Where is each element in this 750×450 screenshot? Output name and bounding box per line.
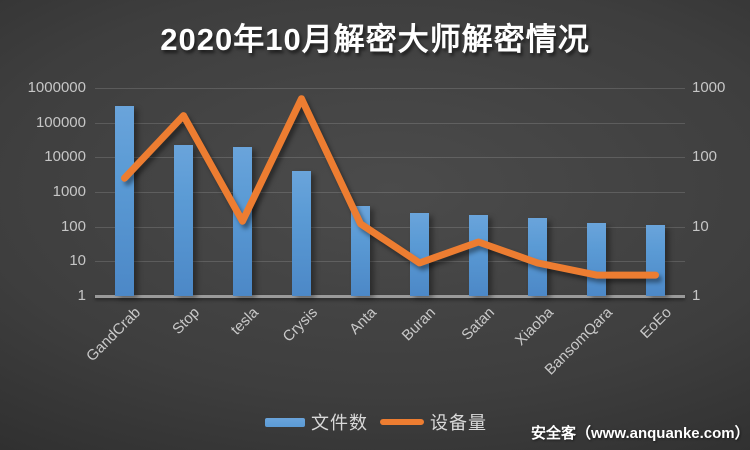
bar-Stop: [174, 145, 193, 296]
gridline: [95, 88, 685, 89]
bar-Xiaoba: [528, 217, 547, 296]
gridline: [95, 122, 685, 124]
left-axis-tick: 1000000: [27, 79, 86, 96]
bar-Satan: [469, 214, 488, 296]
x-axis-line: [95, 295, 685, 298]
gridline: [95, 157, 685, 159]
legend-item-files: 文件数: [265, 409, 368, 435]
bar-series-swatch: [265, 417, 305, 427]
right-axis-tick: 1: [692, 287, 701, 304]
left-axis-tick: 1000: [52, 183, 86, 200]
left-axis-tick: 10: [69, 252, 86, 270]
right-axis-tick: 1000: [692, 79, 726, 96]
left-axis-tick: 100: [60, 217, 86, 235]
gridline: [95, 261, 685, 263]
legend-item-devices: 设备量: [380, 409, 487, 435]
right-axis-tick: 100: [692, 148, 718, 166]
legend-label-files: 文件数: [311, 413, 368, 433]
left-axis-tick: 1: [77, 287, 86, 304]
legend-label-devices: 设备量: [430, 413, 487, 433]
chart-title: 2020年10月解密大师解密情况: [160, 22, 590, 57]
left-axis-tick: 10000: [44, 148, 86, 166]
gridline: [95, 226, 685, 228]
device-count-line: [121, 95, 659, 279]
line-series-swatch: [380, 419, 424, 425]
right-axis-tick: 10: [692, 217, 709, 235]
left-axis-tick: 100000: [35, 113, 86, 131]
watermark: 安全客（www.anquanke.com）: [531, 425, 750, 442]
bar-GandCrab: [115, 106, 134, 296]
gridline: [95, 192, 685, 193]
bar-Buran: [410, 212, 429, 296]
chart-legend: 文件数 设备量: [265, 409, 487, 435]
line-series-layer: [121, 95, 659, 279]
chart-plot-area: [95, 88, 685, 298]
bar-Crysis: [292, 171, 311, 296]
